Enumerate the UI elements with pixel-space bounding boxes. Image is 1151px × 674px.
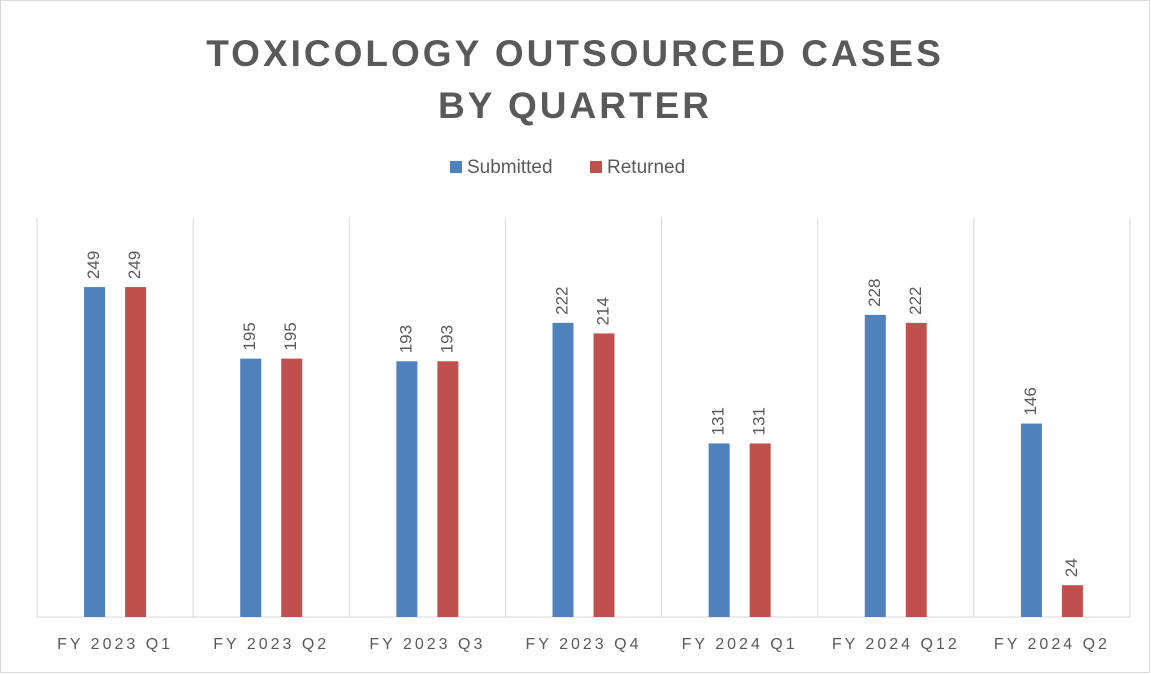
- data-label: 222: [906, 286, 925, 314]
- x-tick-label: FY 2023 Q2: [213, 636, 329, 653]
- data-label: 222: [552, 286, 571, 314]
- data-label: 131: [750, 407, 769, 435]
- x-tick-label: FY 2023 Q4: [526, 636, 642, 653]
- bar: [749, 443, 771, 617]
- legend-label: Submitted: [467, 157, 553, 178]
- bar: [905, 322, 927, 617]
- x-tick-label: FY 2023 Q1: [57, 636, 173, 653]
- data-label: 131: [709, 407, 728, 435]
- data-label: 214: [593, 297, 612, 325]
- data-label: 195: [240, 322, 259, 350]
- bar: [552, 322, 574, 617]
- x-tick-label: FY 2024 Q12: [832, 636, 960, 653]
- bar: [864, 314, 886, 617]
- x-tick-label: FY 2024 Q2: [994, 636, 1110, 653]
- bar: [1020, 423, 1042, 617]
- bar: [240, 358, 262, 617]
- x-tick-label: FY 2024 Q1: [682, 636, 798, 653]
- bar: [437, 361, 459, 617]
- data-label: 249: [125, 251, 144, 279]
- chart-title: TOXICOLOGY OUTSOURCED CASES BY QUARTER: [206, 33, 944, 126]
- data-label: 195: [281, 322, 300, 350]
- legend-swatch: [450, 161, 462, 173]
- data-label: 193: [437, 325, 456, 353]
- bar: [1061, 585, 1083, 617]
- data-label: 249: [84, 251, 103, 279]
- legend-swatch: [590, 161, 602, 173]
- legend-label: Returned: [607, 157, 685, 178]
- bar: [281, 358, 303, 617]
- bar: [708, 443, 730, 617]
- data-label: 228: [865, 279, 884, 307]
- bar: [593, 333, 615, 617]
- bar: [396, 361, 418, 617]
- data-label: 193: [396, 325, 415, 353]
- bar: [125, 287, 147, 617]
- x-tick-label: FY 2023 Q3: [369, 636, 485, 653]
- bar: [84, 287, 106, 617]
- data-label: 24: [1062, 558, 1081, 577]
- data-label: 146: [1021, 387, 1040, 415]
